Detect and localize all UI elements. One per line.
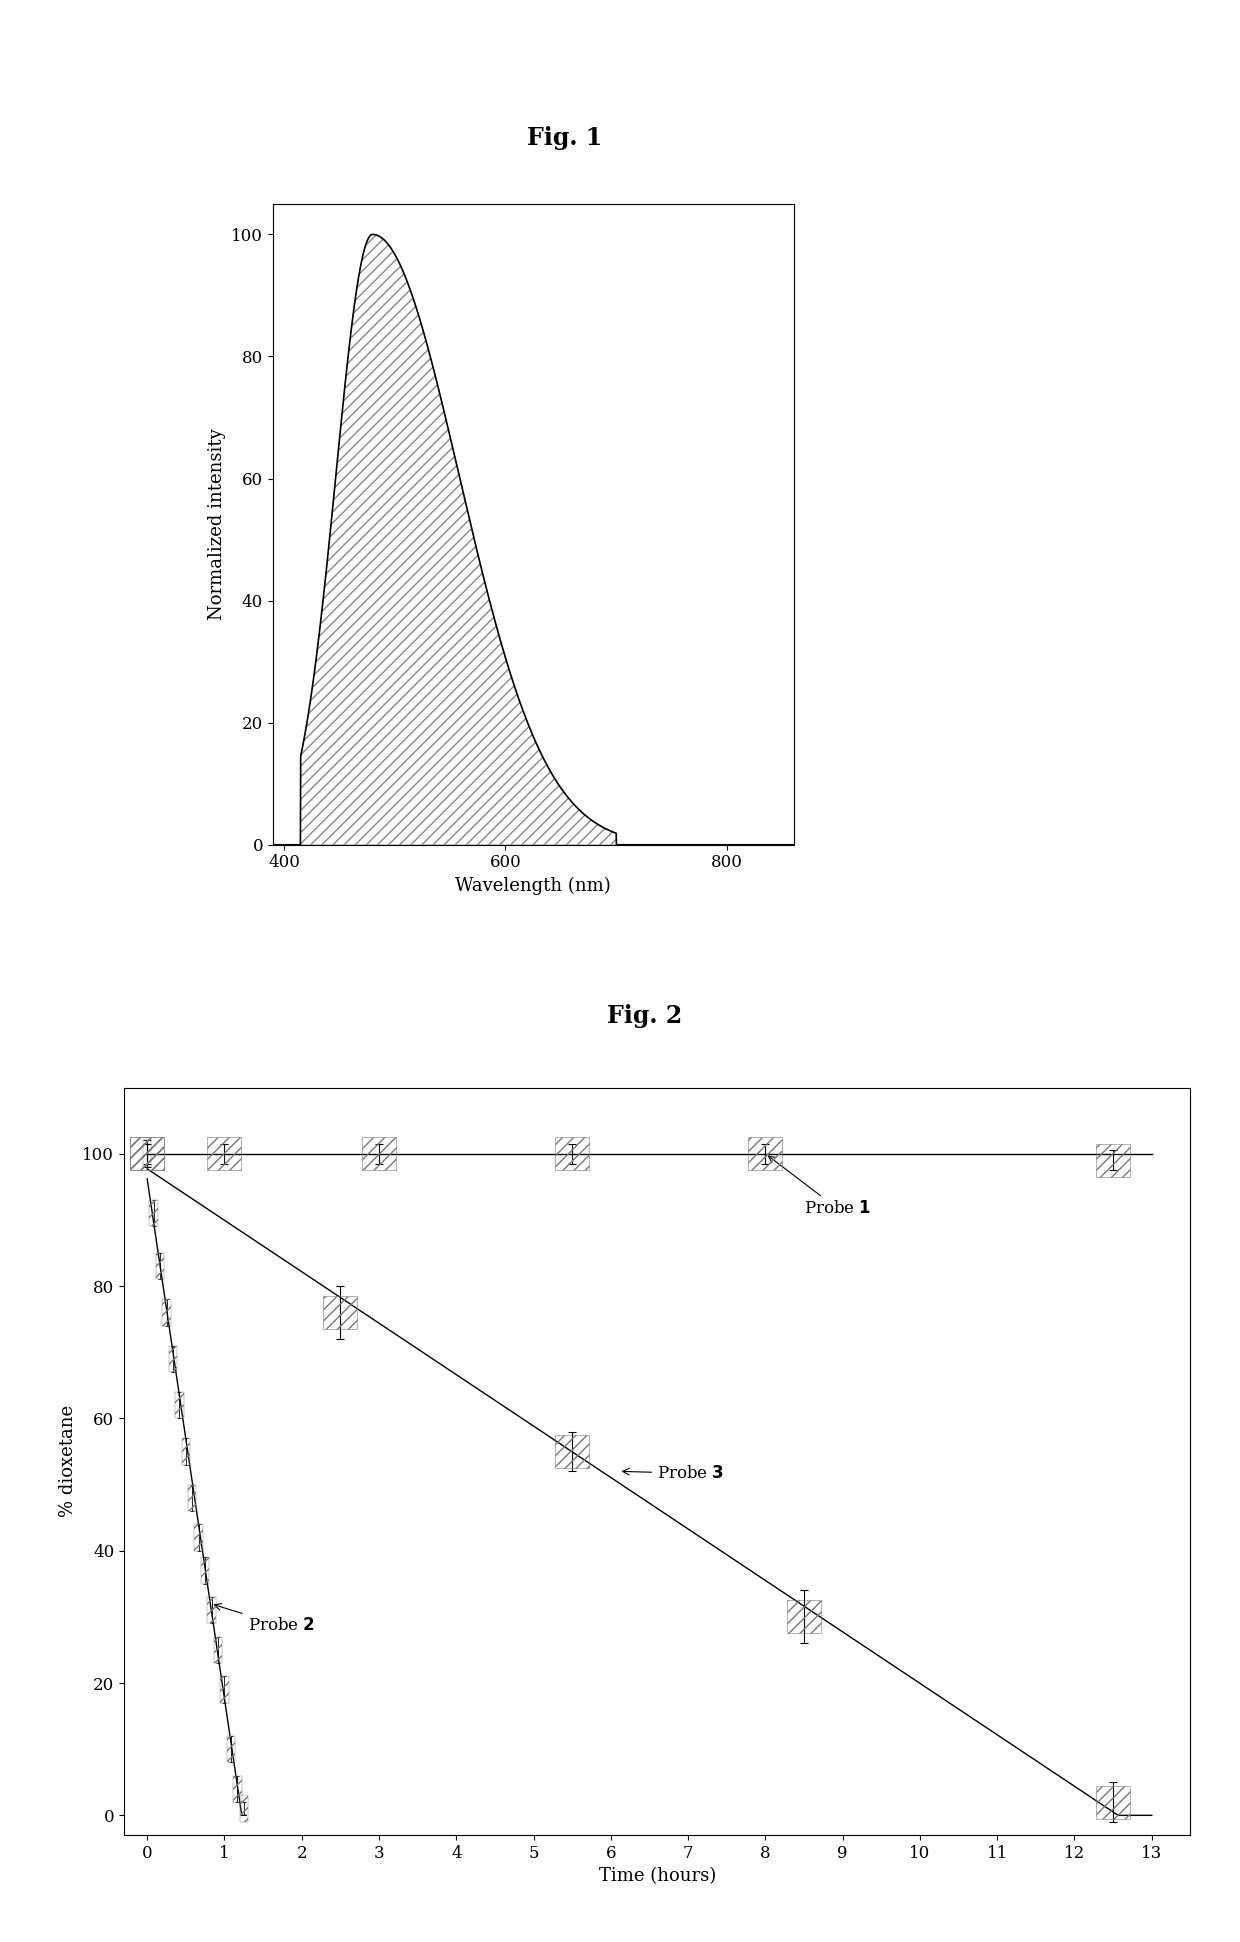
Text: Probe $\mathbf{1}$: Probe $\mathbf{1}$ <box>769 1155 872 1218</box>
Bar <box>556 1138 589 1171</box>
Bar <box>175 1392 184 1418</box>
Bar <box>1096 1144 1130 1177</box>
Text: Fig. 1: Fig. 1 <box>527 126 601 150</box>
Bar <box>130 1138 164 1171</box>
Bar <box>324 1295 357 1328</box>
Bar <box>227 1736 236 1763</box>
X-axis label: Wavelength (nm): Wavelength (nm) <box>455 878 611 895</box>
Text: Probe $\mathbf{2}$: Probe $\mathbf{2}$ <box>215 1604 315 1633</box>
Bar <box>1096 1785 1130 1818</box>
Bar <box>362 1138 396 1171</box>
Bar <box>213 1637 222 1662</box>
Bar <box>207 1596 216 1624</box>
Bar <box>156 1253 165 1280</box>
Bar <box>201 1557 210 1585</box>
Bar <box>149 1200 157 1227</box>
Bar <box>207 1138 242 1171</box>
Bar <box>195 1524 203 1550</box>
Bar <box>143 1140 151 1167</box>
Y-axis label: Normalized intensity: Normalized intensity <box>207 429 226 619</box>
Bar <box>556 1435 589 1468</box>
Bar <box>749 1138 782 1171</box>
Bar <box>169 1346 177 1373</box>
Bar <box>239 1796 248 1822</box>
Bar <box>188 1484 196 1511</box>
Bar <box>181 1439 190 1464</box>
Bar <box>221 1676 228 1703</box>
X-axis label: Time (hours): Time (hours) <box>599 1868 715 1886</box>
Bar <box>162 1299 171 1326</box>
Bar <box>130 1138 164 1171</box>
Text: Probe $\mathbf{3}$: Probe $\mathbf{3}$ <box>622 1464 724 1482</box>
Text: Fig. 2: Fig. 2 <box>608 1004 682 1027</box>
Bar <box>787 1600 821 1633</box>
Y-axis label: % dioxetane: % dioxetane <box>58 1406 77 1517</box>
Bar <box>233 1775 242 1802</box>
